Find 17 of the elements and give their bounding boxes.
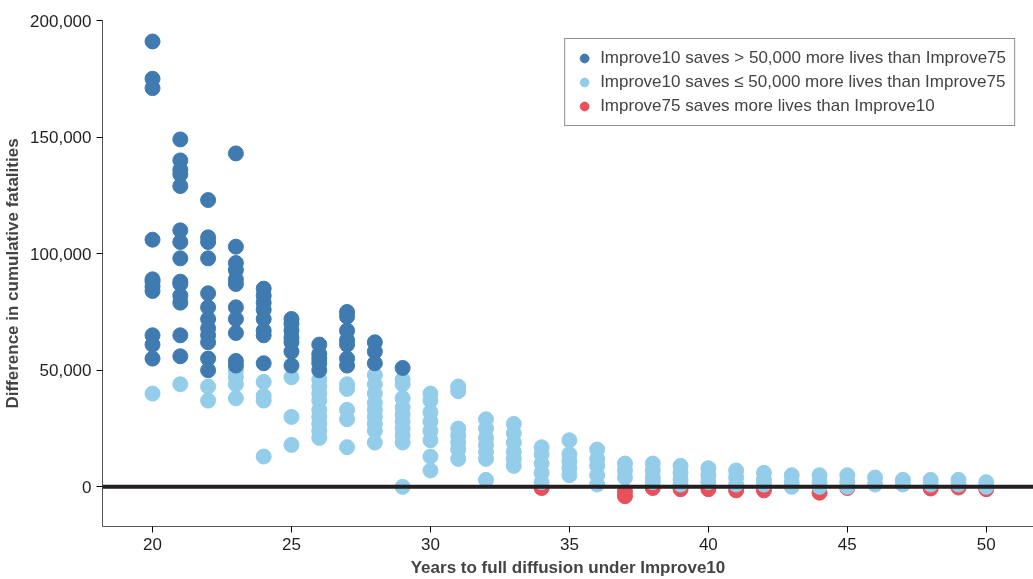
y-tick-label: 50,000 [39,361,92,381]
x-tick-label: 50 [976,534,996,554]
legend-label: Improve75 saves more lives than Improve10 [600,96,935,116]
y-axis-title: Difference in cumulative fatalities [3,138,23,409]
legend-label: Improve10 saves ≤ 50,000 more lives than Improve75 [600,72,1006,92]
x-tick-label: 25 [282,534,301,554]
x-tick-label: 45 [837,534,857,554]
x-tick-label: 30 [420,534,440,554]
y-tick-label: 200,000 [30,11,92,31]
y-tick-label: 100,000 [30,244,92,264]
x-tick-label: 35 [559,534,579,554]
y-tick-label: 150,000 [30,128,92,148]
legend-label: Improve10 saves > 50,000 more lives than Improve75 [600,48,1006,68]
x-axis-title: Years to full diffusion under Improve10 [410,557,726,577]
x-tick-label: 20 [143,534,162,554]
y-tick-label: 0 [82,477,92,497]
x-tick-label: 40 [698,534,718,554]
